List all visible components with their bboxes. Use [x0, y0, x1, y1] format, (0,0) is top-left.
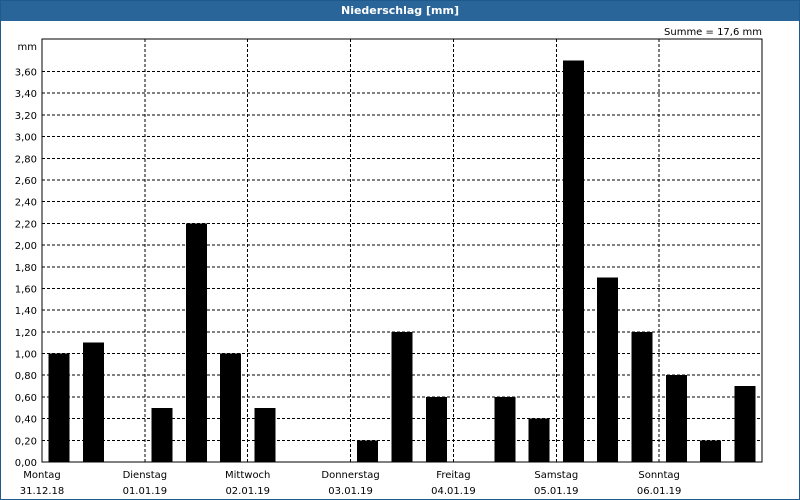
precipitation-bar — [734, 386, 756, 462]
y-axis-label: mm — [18, 42, 37, 53]
y-tick-label: 3,60 — [15, 68, 37, 79]
day-date-label: 03.01.19 — [328, 486, 373, 497]
y-tick-label: 1,00 — [15, 350, 37, 361]
precipitation-bar — [665, 375, 687, 462]
day-name-label: Freitag — [436, 470, 470, 481]
precipitation-bar — [254, 407, 276, 462]
day-date-label: 05.01.19 — [534, 486, 579, 497]
day-name-label: Dienstag — [123, 470, 168, 481]
precipitation-bar — [597, 277, 619, 462]
day-date-label: 01.01.19 — [123, 486, 168, 497]
plot-frame — [41, 38, 763, 463]
chart-title: Niederschlag [mm] — [1, 1, 799, 21]
precipitation-bar — [494, 396, 516, 462]
day-name-label: Montag — [23, 470, 60, 481]
y-tick-label: 2,00 — [15, 241, 37, 252]
y-tick-label: 1,60 — [15, 284, 37, 295]
y-tick-label: 3,40 — [15, 89, 37, 100]
precipitation-bar — [528, 418, 550, 462]
y-tick-label: 1,80 — [15, 263, 37, 274]
y-tick-label: 0,40 — [15, 415, 37, 426]
y-tick-label: 1,20 — [15, 328, 37, 339]
precipitation-bar — [151, 407, 173, 462]
day-date-label: 06.01.19 — [637, 486, 682, 497]
precipitation-bar — [562, 60, 584, 462]
y-tick-label: 3,00 — [15, 133, 37, 144]
y-tick-label: 0,20 — [15, 436, 37, 447]
y-tick-label: 2,80 — [15, 154, 37, 165]
y-tick-label: 3,20 — [15, 111, 37, 122]
day-date-label: 02.01.19 — [225, 486, 270, 497]
y-tick-label: 1,40 — [15, 306, 37, 317]
precipitation-bar — [425, 396, 447, 462]
precipitation-bar — [700, 440, 722, 462]
y-tick-label: 2,20 — [15, 219, 37, 230]
day-name-label: Sonntag — [638, 470, 680, 481]
y-tick-label: 2,40 — [15, 198, 37, 209]
y-tick-label: 0,60 — [15, 393, 37, 404]
precipitation-bar — [82, 342, 104, 462]
precipitation-bar — [220, 353, 242, 462]
y-tick-label: 0,80 — [15, 371, 37, 382]
precipitation-sum: Summe = 17,6 mm — [664, 27, 762, 38]
day-date-label: 31.12.18 — [20, 486, 65, 497]
precipitation-bar — [631, 331, 653, 462]
day-name-label: Mittwoch — [225, 470, 270, 481]
day-name-label: Donnerstag — [321, 470, 379, 481]
day-date-label: 04.01.19 — [431, 486, 476, 497]
precipitation-bar — [185, 223, 207, 462]
precipitation-bar — [48, 353, 70, 462]
day-name-label: Samstag — [534, 470, 578, 481]
precipitation-bar — [391, 331, 413, 462]
y-tick-label: 0,00 — [15, 458, 37, 469]
precipitation-bar — [357, 440, 379, 462]
y-tick-label: 2,60 — [15, 176, 37, 187]
